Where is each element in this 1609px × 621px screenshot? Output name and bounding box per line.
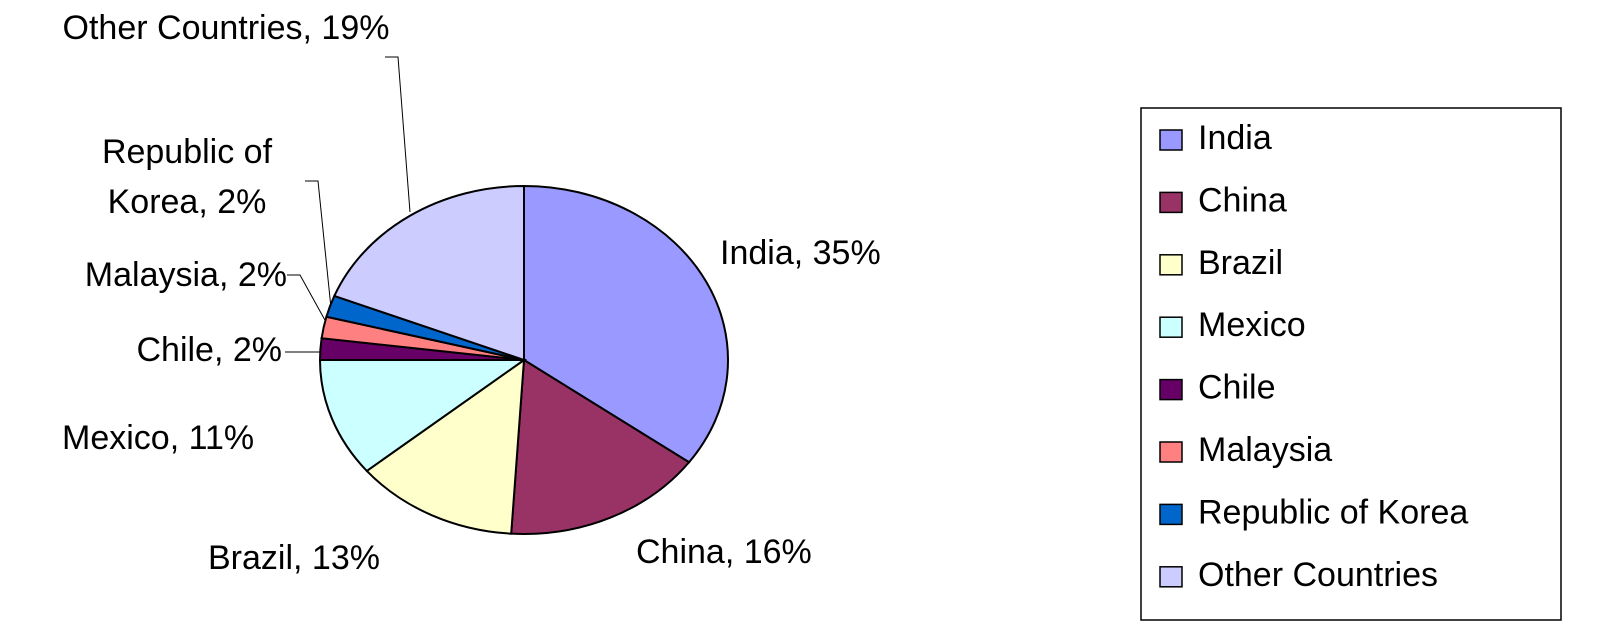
leader-lines [285, 56, 411, 353]
legend-label: Chile [1198, 369, 1275, 407]
legend-label: Malaysia [1198, 431, 1332, 469]
pie-slice [510, 358, 691, 535]
legend-swatch [1159, 254, 1183, 276]
data-label: Brazil, 13% [208, 539, 380, 577]
data-label: Malaysia, 2% [84, 256, 287, 294]
pie-slice [318, 359, 528, 473]
legend-label: Other Countries [1198, 556, 1438, 594]
data-label: China, 16% [636, 533, 812, 571]
legend-swatch [1159, 441, 1183, 463]
leader-line [287, 274, 327, 323]
data-label: India, 35% [720, 234, 881, 272]
legend-swatch [1159, 566, 1183, 588]
legend-label: Brazil [1198, 244, 1283, 282]
legend-box [1140, 107, 1562, 621]
legend-label: India [1198, 119, 1272, 157]
legend-label: Republic of Korea [1198, 493, 1468, 531]
legend-swatch [1159, 316, 1183, 338]
data-label: Mexico, 11% [62, 419, 255, 457]
legend-swatch [1159, 378, 1183, 401]
pie-slice [523, 184, 729, 464]
pie-slice [365, 357, 526, 535]
legend-label: Mexico [1198, 306, 1306, 344]
leader-line [385, 56, 411, 213]
legend-label: China [1198, 181, 1287, 219]
legend-swatch [1159, 191, 1183, 214]
data-label: Chile, 2% [136, 331, 282, 369]
pie-slice [332, 184, 525, 362]
leader-line [305, 180, 332, 309]
legend-swatch [1159, 503, 1183, 526]
data-label: Republic of Korea, 2% [101, 133, 273, 221]
legend-swatch [1159, 129, 1183, 151]
data-label: Other Countries, 19% [62, 9, 390, 47]
